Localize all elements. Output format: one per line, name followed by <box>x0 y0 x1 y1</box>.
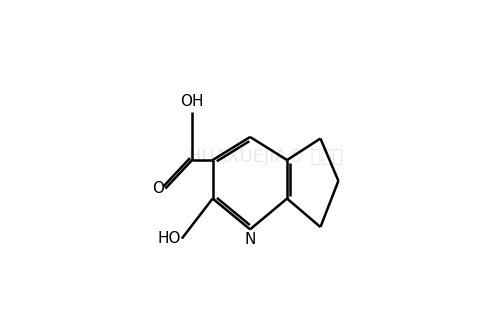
Text: O: O <box>152 181 164 196</box>
Text: OH: OH <box>180 94 204 109</box>
Text: HUAXUEJIA® 化学加: HUAXUEJIA® 化学加 <box>188 148 343 166</box>
Text: N: N <box>244 232 256 247</box>
Text: HO: HO <box>157 231 180 246</box>
